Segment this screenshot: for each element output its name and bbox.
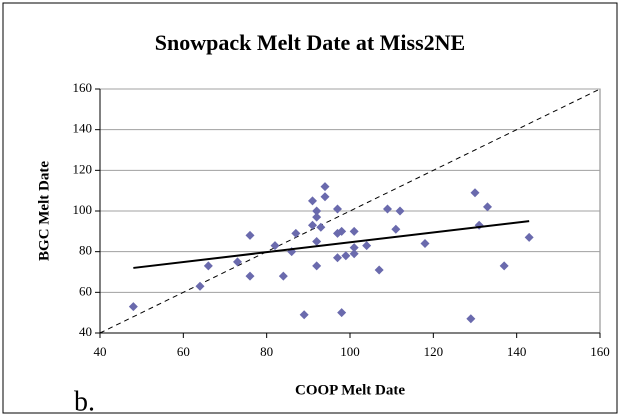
point (466, 314, 476, 324)
point (374, 265, 384, 275)
panel-label: b. (74, 386, 95, 417)
point (308, 220, 317, 230)
point (483, 202, 492, 212)
point (291, 228, 301, 238)
y-axis-label: BGC Melt Date (36, 161, 52, 261)
point (470, 188, 480, 198)
chart-title: Snowpack Melt Date at Miss2NE (155, 30, 465, 55)
point (349, 226, 359, 236)
trend-line (133, 220, 530, 269)
point (337, 226, 347, 236)
point (333, 204, 342, 214)
point (337, 308, 347, 318)
point (245, 230, 255, 240)
point (308, 196, 317, 206)
point (524, 232, 534, 242)
point (395, 206, 405, 216)
x-tick-label: 60 (177, 344, 190, 359)
y-tick-label: 60 (79, 283, 92, 298)
x-tick-label: 40 (94, 344, 107, 359)
y-tick-label: 80 (79, 243, 92, 258)
y-tick-label: 120 (73, 161, 93, 176)
point (312, 237, 322, 246)
point (316, 222, 326, 232)
y-tick-label: 160 (73, 80, 93, 95)
point (195, 281, 205, 291)
point (233, 257, 242, 267)
point (312, 206, 322, 216)
point (349, 249, 359, 259)
point (320, 192, 330, 202)
x-tick-label: 160 (590, 344, 610, 359)
point (270, 241, 280, 251)
point (320, 182, 330, 192)
point (391, 224, 401, 234)
point (203, 261, 213, 271)
one-to-one-line (99, 88, 601, 334)
point (333, 253, 342, 263)
point (128, 302, 138, 312)
x-tick-label: 120 (424, 344, 444, 359)
point (341, 251, 351, 261)
point (312, 261, 322, 271)
y-tick-label: 140 (73, 121, 93, 136)
point (245, 271, 255, 281)
x-tick-label: 100 (340, 344, 360, 359)
point (499, 261, 509, 271)
x-axis-label: COOP Melt Date (295, 382, 405, 398)
point (420, 239, 430, 249)
x-tick-label: 140 (507, 344, 527, 359)
point (362, 241, 372, 251)
point (299, 310, 309, 320)
x-tick-label: 80 (260, 344, 273, 359)
point (349, 243, 359, 253)
y-tick-label: 100 (73, 202, 93, 217)
point (383, 204, 392, 214)
point (312, 212, 322, 222)
y-tick-label: 40 (79, 324, 92, 339)
point (278, 271, 288, 281)
